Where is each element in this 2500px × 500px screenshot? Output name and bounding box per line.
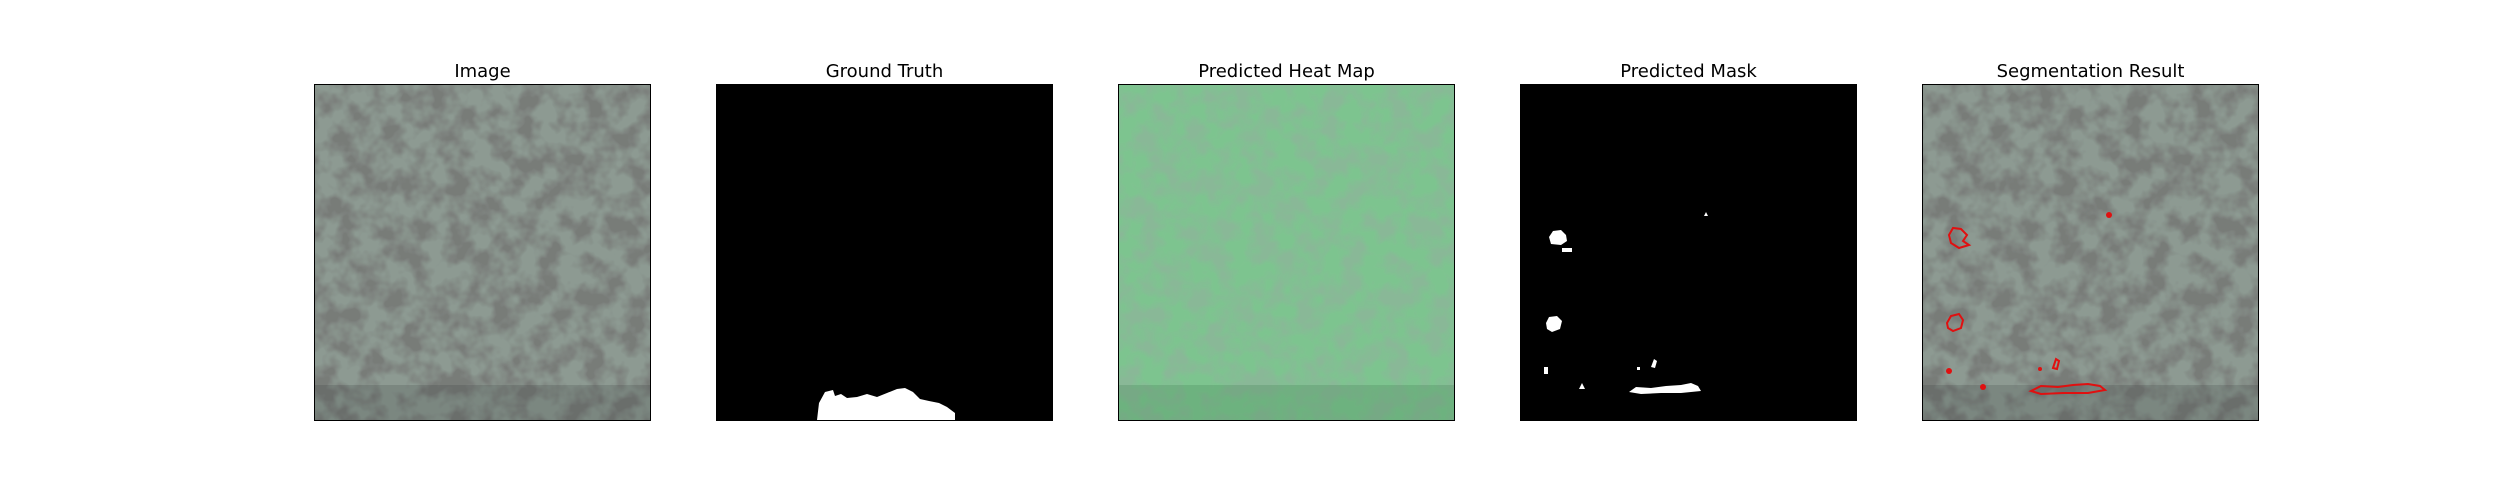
mask-blob: [1651, 359, 1657, 368]
texture-image: [315, 85, 650, 420]
heat-map-frame: [1118, 84, 1455, 421]
mask-blob: [1562, 248, 1572, 252]
segmentation-contour: [1945, 312, 1965, 333]
segmentation-point: [2106, 212, 2112, 218]
predicted-mask-image: [1521, 85, 1856, 420]
mask-blob: [1549, 230, 1567, 245]
segmentation-contour: [1947, 226, 1972, 250]
mask-blob: [1546, 316, 1562, 332]
heat-map-image: [1119, 85, 1454, 420]
mask-blob: [1629, 383, 1701, 394]
panel-predicted-mask: Predicted Mask: [1520, 0, 1857, 500]
segmentation-contour: [2028, 382, 2108, 396]
panel-title-predicted-mask: Predicted Mask: [1620, 61, 1757, 82]
ground-truth-region: [817, 388, 955, 420]
ground-truth-frame: [716, 84, 1053, 421]
panel-image: Image: [314, 0, 651, 500]
mask-blob: [1637, 367, 1640, 370]
panel-ground-truth: Ground Truth: [716, 0, 1053, 500]
image-frame: [314, 84, 651, 421]
segmentation-point: [1946, 368, 1952, 374]
mask-blob: [1704, 212, 1708, 216]
segmentation-result-frame: [1922, 84, 2259, 421]
segmentation-contour: [2051, 357, 2061, 371]
panel-title-heat-map: Predicted Heat Map: [1198, 61, 1375, 82]
panel-segmentation-result: Segmentation Result: [1922, 0, 2259, 500]
segmentation-point: [1980, 384, 1986, 390]
segmentation-point: [2038, 367, 2042, 371]
mask-blob: [1544, 367, 1548, 374]
panel-heat-map: Predicted Heat Map: [1118, 0, 1455, 500]
ground-truth-mask: [717, 85, 1052, 420]
panel-title-image: Image: [454, 61, 511, 82]
mask-blob: [1579, 383, 1585, 389]
predicted-mask-frame: [1520, 84, 1857, 421]
segmentation-result-image: [1923, 85, 2258, 420]
panel-title-segmentation-result: Segmentation Result: [1996, 61, 2185, 82]
panel-title-ground-truth: Ground Truth: [825, 61, 944, 82]
